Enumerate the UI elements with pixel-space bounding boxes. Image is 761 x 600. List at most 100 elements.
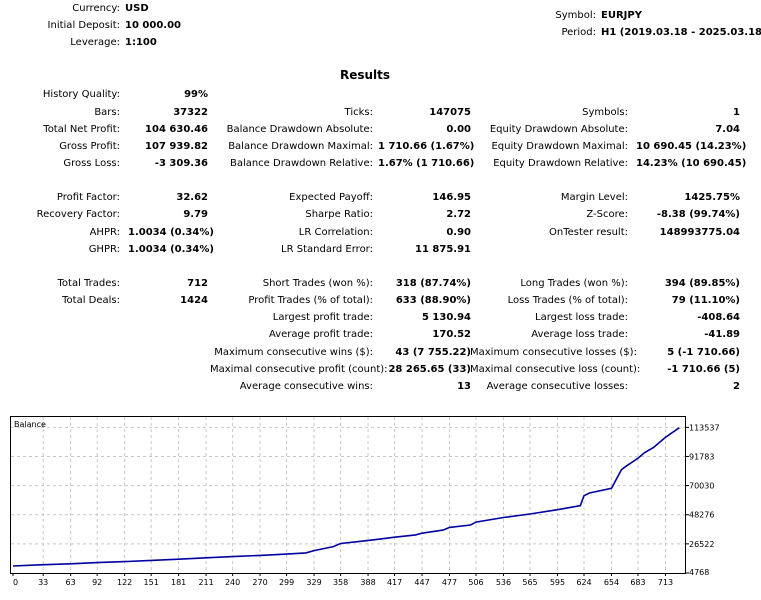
short-trades-value: 318 (87.74%)	[395, 278, 471, 289]
largest-profit-label: Largest profit trade:	[272, 312, 373, 323]
balance-dd-rel-value: 1.67% (1 710.66)	[378, 158, 475, 169]
ticks-label: Ticks:	[344, 107, 373, 118]
x-tick-label: 447	[414, 578, 429, 587]
y-tick-label: 70030	[689, 482, 714, 491]
chart-frame	[10, 416, 686, 574]
net-profit-value: 104 630.46	[145, 124, 208, 135]
avg-profit-label: Average profit trade:	[268, 329, 373, 340]
sharpe-ratio-label: Sharpe Ratio:	[305, 209, 373, 220]
avg-loss-value: -41.89	[704, 329, 740, 340]
x-tick-label: 329	[306, 578, 321, 587]
x-tick-label: 270	[252, 578, 267, 587]
period-label: Period:	[561, 27, 596, 38]
balance-chart: Balance 4768 26522 48276 70030 91783 113537 0…	[10, 416, 720, 587]
x-tick-label: 358	[333, 578, 348, 587]
leverage-label: Leverage:	[70, 37, 120, 48]
gross-loss-value: -3 309.36	[154, 158, 208, 169]
leverage-value: 1:100	[125, 37, 157, 48]
x-tick-label: 299	[279, 578, 294, 587]
balance-dd-max-label: Balance Drawdown Maximal:	[228, 141, 373, 152]
balance-dd-abs-label: Balance Drawdown Absolute:	[226, 124, 373, 135]
sharpe-ratio-value: 2.72	[446, 209, 471, 220]
history-quality-value: 99%	[184, 89, 208, 100]
ontester-result-value: 148993775.04	[659, 227, 740, 238]
expected-payoff-value: 146.95	[432, 192, 471, 203]
lr-correlation-value: 0.90	[446, 227, 471, 238]
ontester-result-label: OnTester result:	[548, 227, 628, 238]
x-tick-label: 33	[38, 578, 48, 587]
balance-dd-abs-value: 0.00	[446, 124, 471, 135]
gross-profit-value: 107 939.82	[145, 141, 208, 152]
bars-value: 37322	[173, 107, 208, 118]
margin-level-label: Margin Level:	[560, 192, 628, 203]
z-score-label: Z-Score:	[586, 209, 628, 220]
total-trades-label: Total Trades:	[57, 278, 121, 289]
max-consec-losses-value: 5 (-1 710.66)	[667, 347, 740, 358]
equity-dd-abs-value: 7.04	[715, 124, 740, 135]
loss-trades-value: 79 (11.10%)	[671, 295, 740, 306]
currency-label: Currency:	[72, 3, 120, 14]
currency-value: USD	[125, 3, 149, 14]
balance-series-line	[12, 427, 680, 567]
x-tick-label: 211	[198, 578, 213, 587]
symbol-value: EURJPY	[601, 10, 642, 21]
profit-factor-label: Profit Factor:	[56, 192, 120, 203]
history-quality-label: History Quality:	[42, 89, 120, 100]
results-title: Results	[339, 68, 391, 82]
y-axis-labels: 4768 26522 48276 70030 91783 113537	[685, 423, 720, 577]
long-trades-label: Long Trades (won %):	[520, 278, 628, 289]
z-score-value: -8.38 (99.74%)	[656, 209, 740, 220]
x-tick-label: 388	[360, 578, 375, 587]
x-tick-label: 417	[387, 578, 402, 587]
short-trades-label: Short Trades (won %):	[262, 278, 373, 289]
largest-loss-label: Largest loss trade:	[535, 312, 628, 323]
y-tick-label: 91783	[689, 452, 714, 461]
chart-grid	[11, 417, 685, 573]
net-profit-label: Total Net Profit:	[43, 124, 120, 135]
maximal-consec-loss-value: -1 710.66 (5)	[667, 364, 740, 375]
symbols-value: 1	[733, 107, 740, 118]
x-tick-label: 181	[171, 578, 186, 587]
ahpr-value: 1.0034 (0.34%)	[128, 227, 214, 238]
gross-profit-label: Gross Profit:	[59, 141, 120, 152]
x-tick-label: 122	[117, 578, 132, 587]
total-deals-value: 1424	[180, 295, 208, 306]
gross-loss-label: Gross Loss:	[63, 158, 120, 169]
max-consec-losses-label: Maximum consecutive losses ($):	[470, 347, 637, 358]
total-trades-value: 712	[187, 278, 208, 289]
x-tick-label: 151	[144, 578, 159, 587]
total-deals-label: Total Deals:	[62, 295, 120, 306]
loss-trades-label: Loss Trades (% of total):	[507, 295, 628, 306]
profit-trades-label: Profit Trades (% of total):	[248, 295, 373, 306]
x-tick-label: 477	[442, 578, 457, 587]
x-axis-labels: 0 33 63 92 122 151 181 211 240 270 299 329 358 388 417…	[12, 573, 673, 587]
ticks-value: 147075	[429, 107, 471, 118]
x-tick-label: 565	[522, 578, 537, 587]
largest-profit-value: 5 130.94	[421, 312, 471, 323]
x-tick-label: 506	[468, 578, 483, 587]
recovery-factor-label: Recovery Factor:	[36, 209, 120, 220]
x-tick-label: 63	[66, 578, 76, 587]
maximal-consec-profit-value: 28 265.65 (33)	[388, 364, 471, 375]
bars-label: Bars:	[94, 107, 120, 118]
balance-dd-max-value: 1 710.66 (1.67%)	[378, 141, 475, 152]
ghpr-value: 1.0034 (0.34%)	[128, 244, 214, 255]
x-tick-label: 92	[92, 578, 102, 587]
max-consec-wins-value: 43 (7 755.22)	[395, 347, 471, 358]
long-trades-value: 394 (89.85%)	[664, 278, 740, 289]
x-tick-label: 713	[658, 578, 673, 587]
avg-consec-wins-value: 13	[457, 381, 471, 392]
lr-correlation-label: LR Correlation:	[298, 227, 373, 238]
margin-level-value: 1425.75%	[684, 192, 740, 203]
y-tick-label: 48276	[689, 511, 714, 520]
avg-profit-value: 170.52	[432, 329, 471, 340]
maximal-consec-profit-label: Maximal consecutive profit (count):	[210, 364, 388, 375]
initial-deposit-label: Initial Deposit:	[47, 20, 120, 31]
initial-deposit-value: 10 000.00	[125, 20, 181, 31]
lr-standard-error-label: LR Standard Error:	[281, 244, 373, 255]
lr-standard-error-value: 11 875.91	[415, 244, 471, 255]
avg-consec-losses-value: 2	[733, 381, 740, 392]
profit-factor-value: 32.62	[176, 192, 208, 203]
x-tick-label: 536	[496, 578, 511, 587]
equity-dd-abs-label: Equity Drawdown Absolute:	[489, 124, 628, 135]
